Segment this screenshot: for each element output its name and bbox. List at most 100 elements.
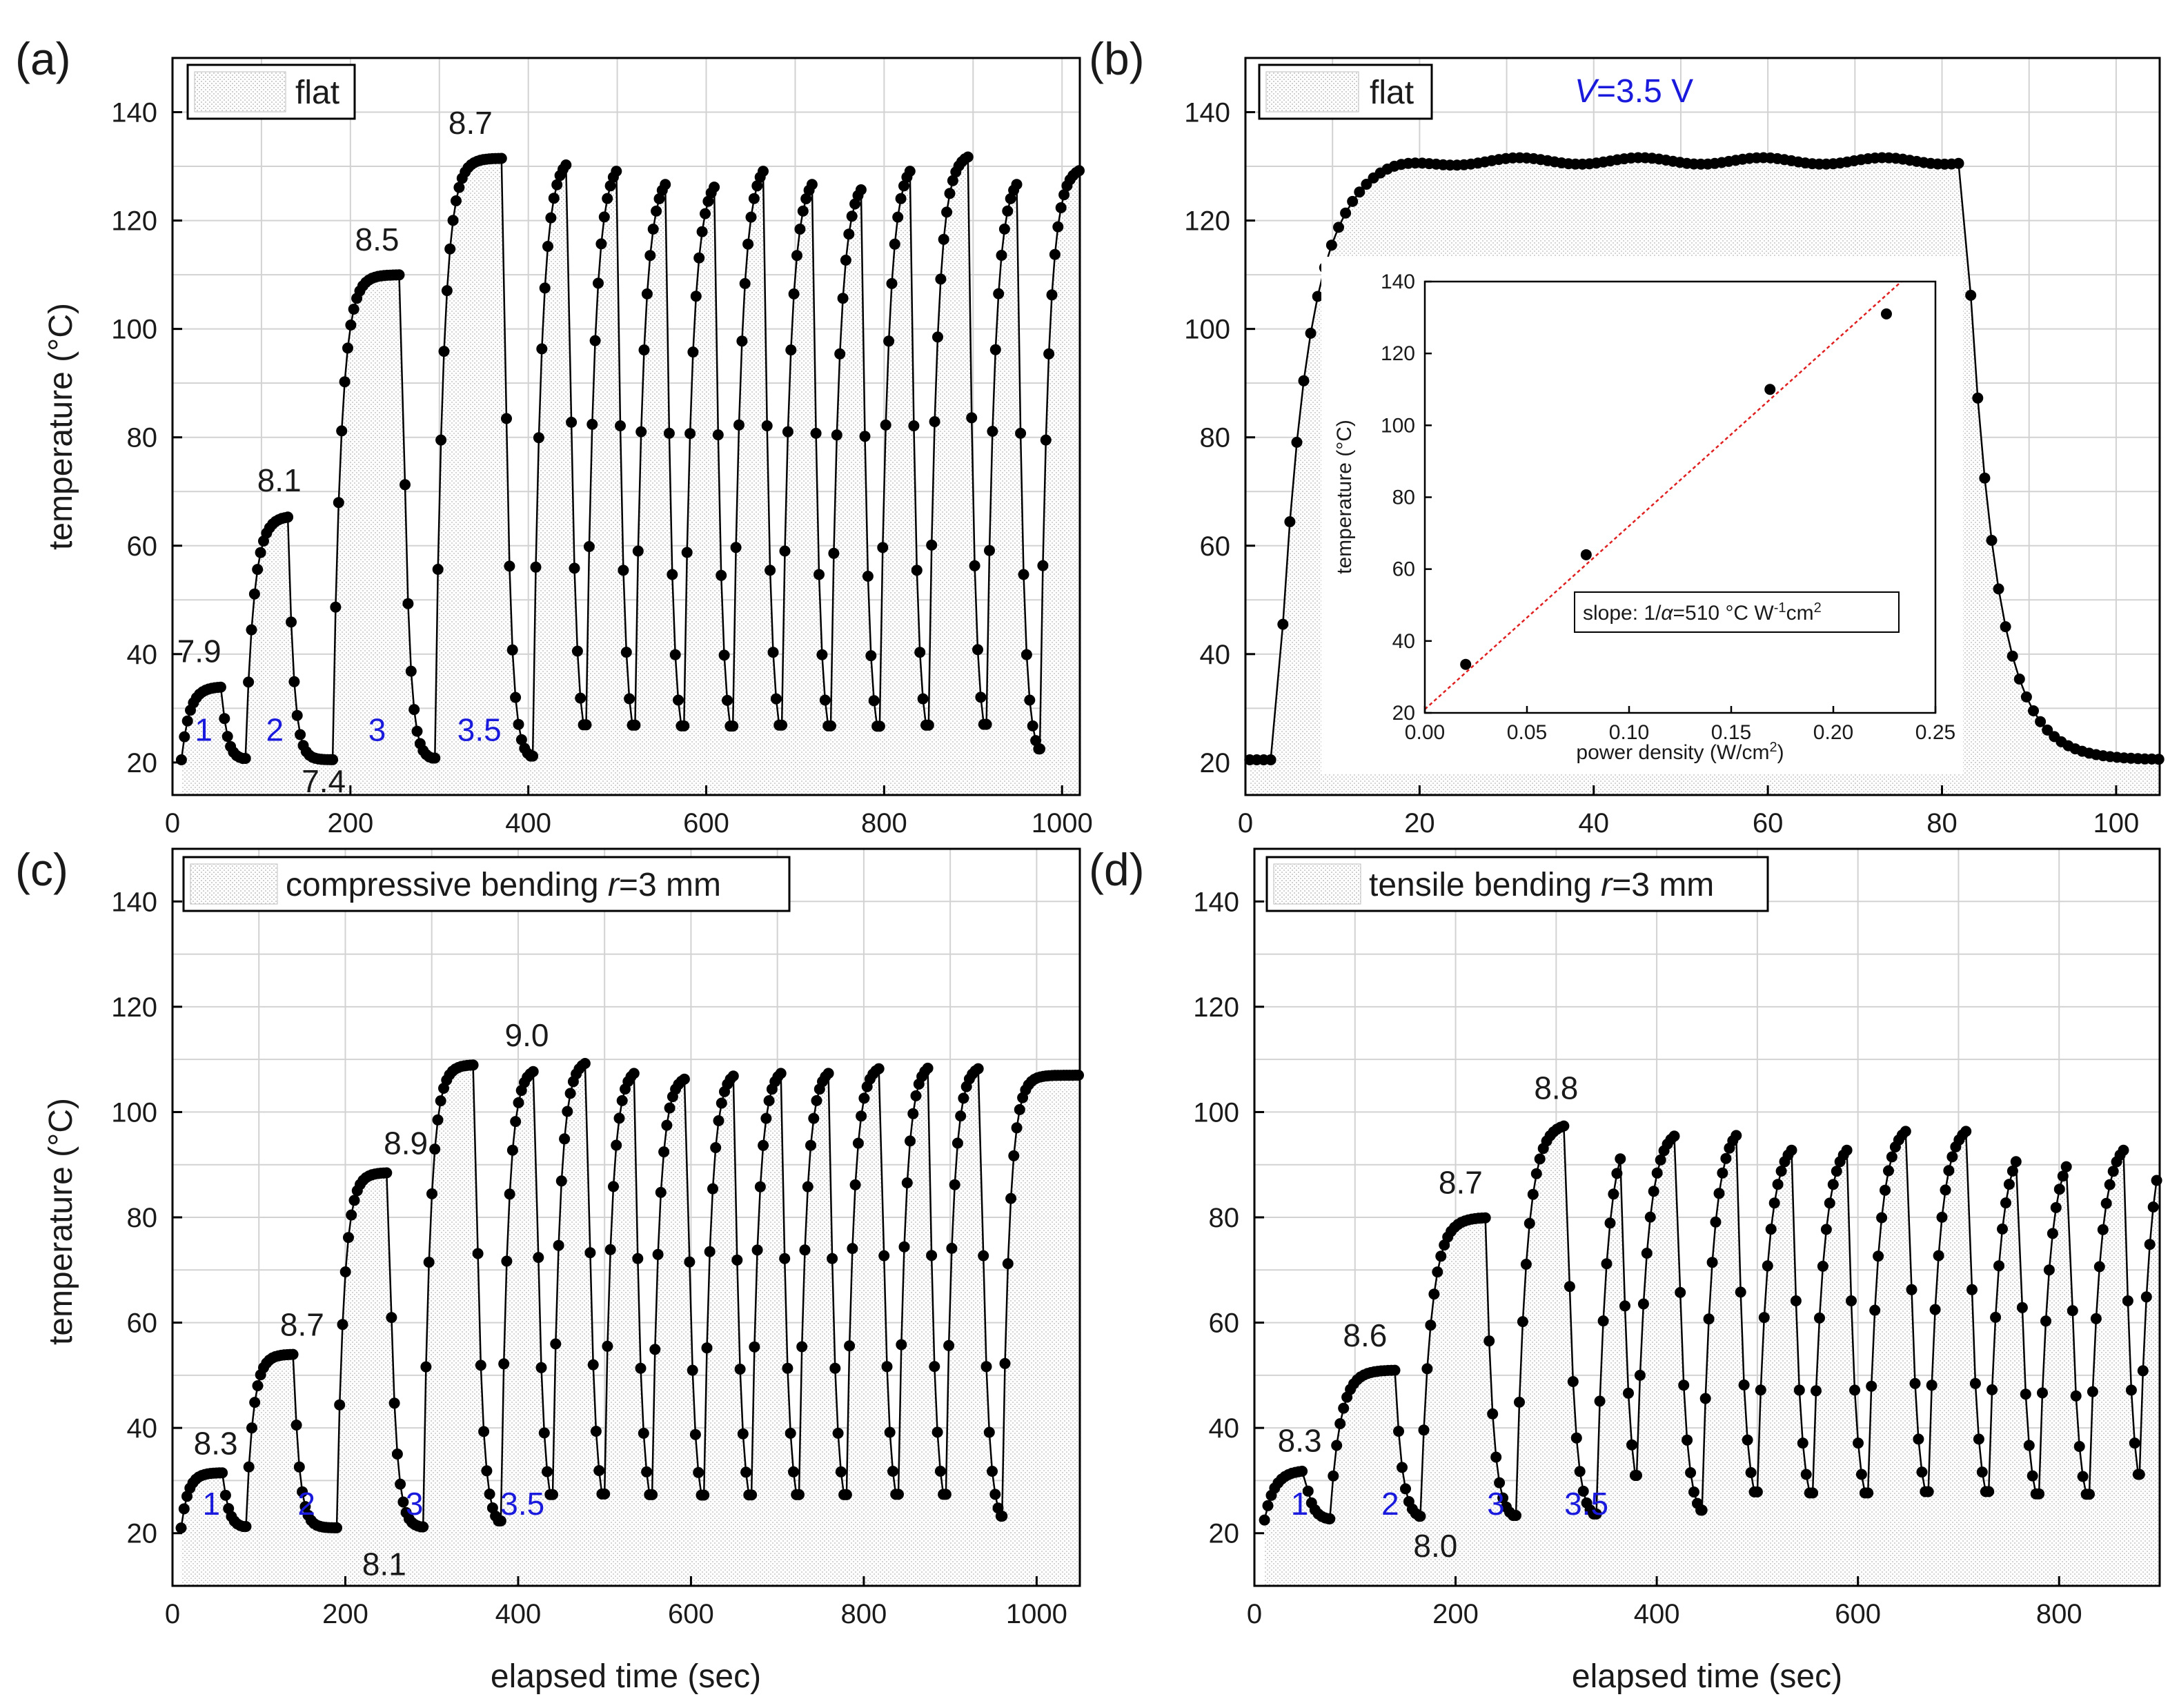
data-point: [2077, 1471, 2089, 1482]
data-point: [1916, 1466, 1928, 1478]
inset-y-tick-label: 40: [1392, 630, 1415, 653]
data-point: [758, 166, 769, 177]
inset-x-tick-label: 0.20: [1813, 721, 1853, 744]
data-point: [432, 1114, 444, 1126]
data-point: [1731, 1130, 1742, 1141]
y-tick-label: 140: [111, 887, 157, 917]
data-point: [533, 1252, 544, 1264]
data-point: [958, 1092, 969, 1104]
inset-y-tick-label: 140: [1381, 271, 1415, 293]
data-point: [1880, 1184, 1891, 1196]
data-point: [1976, 1466, 1988, 1478]
data-point: [327, 754, 339, 765]
data-point: [288, 676, 300, 687]
data-point: [1623, 1387, 1634, 1399]
data-point: [996, 250, 1007, 261]
data-point: [438, 346, 450, 357]
data-point: [348, 304, 359, 315]
data-point: [978, 1250, 989, 1262]
y-tick-label: 20: [127, 1519, 158, 1549]
y-tick-label: 20: [127, 748, 158, 778]
data-point: [873, 1063, 885, 1074]
data-point: [1678, 1380, 1690, 1391]
data-point: [932, 331, 943, 343]
data-point: [785, 1427, 796, 1439]
data-point: [822, 1068, 834, 1079]
data-point: [713, 1115, 724, 1126]
data-point: [767, 647, 779, 658]
data-point: [829, 1362, 841, 1374]
data-point: [847, 1243, 858, 1255]
voltage-annotation: 1: [195, 711, 213, 747]
data-point: [779, 545, 791, 557]
data-point: [1397, 1462, 1408, 1473]
data-point: [498, 1358, 510, 1370]
data-point: [805, 1139, 816, 1151]
data-point: [1993, 583, 2004, 595]
legend-b: flat: [1258, 63, 1433, 120]
data-point: [1262, 1500, 1274, 1511]
data-point: [217, 1467, 228, 1479]
data-point: [2129, 1437, 2140, 1449]
data-point: [510, 691, 522, 703]
value-annotation: 8.3: [1278, 1422, 1322, 1458]
inset-data-point: [1460, 658, 1472, 670]
data-point: [1564, 1281, 1575, 1293]
data-point: [2147, 1201, 2159, 1213]
data-point: [1015, 427, 1027, 439]
slope-sup2: 2: [1814, 600, 1822, 616]
x-tick-label: 100: [2093, 808, 2140, 838]
data-point: [929, 416, 940, 427]
inset-slope-box: slope: 1/α=510 °C W-1cm2: [1574, 591, 1900, 633]
inset-slope-text: slope: 1/α=510 °C W-1cm2: [1583, 600, 1822, 625]
data-point: [2007, 1165, 2018, 1177]
data-point: [2016, 1302, 2028, 1313]
data-point: [215, 681, 226, 693]
data-point: [791, 250, 802, 262]
data-point: [1668, 1130, 1680, 1142]
data-point: [690, 291, 702, 302]
data-point: [1002, 1258, 1014, 1270]
data-point: [252, 564, 264, 576]
data-point: [506, 644, 518, 656]
data-point: [299, 1501, 311, 1513]
data-point: [806, 179, 818, 190]
data-point: [1328, 1470, 1339, 1482]
x-tick-label: 1000: [1006, 1599, 1067, 1629]
data-point: [1354, 186, 1365, 198]
voltage-annotation: 2: [297, 1486, 315, 1522]
data-point: [687, 1364, 698, 1376]
data-point: [1331, 1440, 1343, 1451]
data-point: [701, 1342, 713, 1354]
voltage-annotation: 3.5: [500, 1486, 544, 1522]
data-point: [1946, 1151, 1958, 1163]
data-point: [727, 1070, 739, 1082]
x-tick-label: 800: [2036, 1599, 2082, 1629]
data-point: [799, 1244, 811, 1256]
data-point: [846, 210, 858, 222]
data-point: [754, 1181, 766, 1192]
data-point: [402, 598, 414, 609]
inset-y-tick-label: 100: [1381, 414, 1415, 437]
data-point: [941, 206, 953, 218]
value-annotation: 8.7: [448, 105, 493, 141]
data-point: [293, 1461, 305, 1473]
data-point: [2067, 1305, 2078, 1317]
data-point: [405, 665, 417, 677]
data-point: [814, 569, 825, 580]
data-point: [955, 1110, 967, 1122]
inset-y-tick-label: 60: [1392, 558, 1415, 581]
data-point: [391, 1449, 403, 1460]
data-point: [1940, 1184, 1951, 1196]
x-tick-label: 0: [165, 1599, 180, 1629]
data-point: [702, 195, 714, 207]
data-point: [589, 335, 601, 346]
data-point: [1046, 289, 1058, 301]
data-point: [1824, 1197, 1835, 1209]
data-point: [559, 1133, 571, 1145]
inset-y-tick-label: 20: [1392, 702, 1415, 725]
data-point: [1929, 1304, 1941, 1315]
data-point: [599, 1488, 611, 1500]
data-point: [2144, 1239, 2156, 1250]
y-tick-label: 80: [1200, 423, 1231, 453]
